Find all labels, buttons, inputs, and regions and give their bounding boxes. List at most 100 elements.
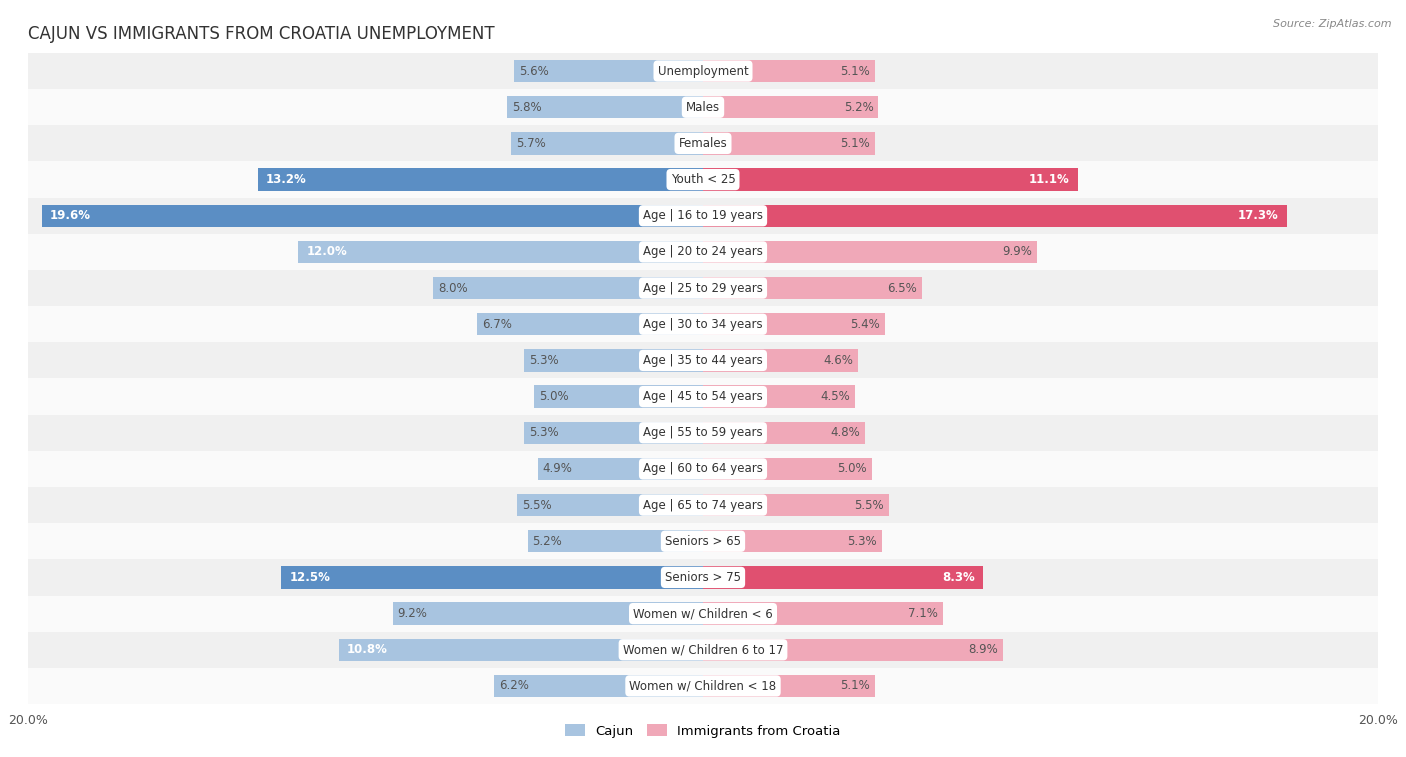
Text: 6.5%: 6.5% (887, 282, 917, 294)
Text: 19.6%: 19.6% (51, 209, 91, 223)
Text: Age | 25 to 29 years: Age | 25 to 29 years (643, 282, 763, 294)
Bar (257, 168, 703, 191)
Text: 5.2%: 5.2% (533, 534, 562, 548)
Text: 9.9%: 9.9% (1002, 245, 1032, 258)
Text: 5.0%: 5.0% (837, 463, 866, 475)
Text: 4.6%: 4.6% (824, 354, 853, 367)
Text: 8.3%: 8.3% (942, 571, 974, 584)
Bar (28, 668, 1378, 704)
Bar (537, 458, 703, 480)
Text: Age | 65 to 74 years: Age | 65 to 74 years (643, 499, 763, 512)
Text: 5.0%: 5.0% (540, 390, 569, 403)
Bar (28, 559, 1378, 596)
Bar (703, 674, 875, 697)
Text: 5.8%: 5.8% (512, 101, 541, 114)
Bar (510, 132, 703, 154)
Text: 10.8%: 10.8% (347, 643, 388, 656)
Bar (392, 603, 703, 625)
Legend: Cajun, Immigrants from Croatia: Cajun, Immigrants from Croatia (560, 719, 846, 743)
Text: 9.2%: 9.2% (398, 607, 427, 620)
Text: Age | 45 to 54 years: Age | 45 to 54 years (643, 390, 763, 403)
Text: 12.5%: 12.5% (290, 571, 330, 584)
Bar (508, 96, 703, 118)
Text: 11.1%: 11.1% (1028, 173, 1069, 186)
Bar (28, 523, 1378, 559)
Bar (28, 198, 1378, 234)
Bar (703, 132, 875, 154)
Bar (703, 60, 875, 83)
Text: Age | 16 to 19 years: Age | 16 to 19 years (643, 209, 763, 223)
Bar (298, 241, 703, 263)
Text: CAJUN VS IMMIGRANTS FROM CROATIA UNEMPLOYMENT: CAJUN VS IMMIGRANTS FROM CROATIA UNEMPLO… (28, 25, 495, 43)
Bar (477, 313, 703, 335)
Bar (28, 234, 1378, 270)
Text: Source: ZipAtlas.com: Source: ZipAtlas.com (1274, 19, 1392, 29)
Bar (517, 494, 703, 516)
Text: Women w/ Children 6 to 17: Women w/ Children 6 to 17 (623, 643, 783, 656)
Text: 5.3%: 5.3% (848, 534, 877, 548)
Bar (28, 126, 1378, 161)
Bar (703, 277, 922, 299)
Text: 8.9%: 8.9% (969, 643, 998, 656)
Bar (703, 168, 1077, 191)
Bar (703, 603, 942, 625)
Bar (28, 306, 1378, 342)
Text: 5.5%: 5.5% (853, 499, 883, 512)
Bar (524, 422, 703, 444)
Bar (527, 530, 703, 553)
Bar (703, 494, 889, 516)
Text: 5.3%: 5.3% (529, 426, 558, 439)
Bar (28, 89, 1378, 126)
Text: Age | 55 to 59 years: Age | 55 to 59 years (643, 426, 763, 439)
Text: 6.2%: 6.2% (499, 680, 529, 693)
Text: 5.5%: 5.5% (523, 499, 553, 512)
Text: Seniors > 65: Seniors > 65 (665, 534, 741, 548)
Bar (703, 96, 879, 118)
Bar (28, 487, 1378, 523)
Text: Age | 60 to 64 years: Age | 60 to 64 years (643, 463, 763, 475)
Bar (339, 639, 703, 661)
Text: 8.0%: 8.0% (439, 282, 468, 294)
Text: Age | 20 to 24 years: Age | 20 to 24 years (643, 245, 763, 258)
Bar (703, 241, 1038, 263)
Bar (28, 596, 1378, 631)
Text: 5.4%: 5.4% (851, 318, 880, 331)
Text: 12.0%: 12.0% (307, 245, 347, 258)
Text: Women w/ Children < 6: Women w/ Children < 6 (633, 607, 773, 620)
Bar (703, 385, 855, 408)
Text: 5.2%: 5.2% (844, 101, 873, 114)
Text: Females: Females (679, 137, 727, 150)
Text: Youth < 25: Youth < 25 (671, 173, 735, 186)
Bar (281, 566, 703, 589)
Bar (534, 385, 703, 408)
Bar (703, 349, 858, 372)
Bar (28, 451, 1378, 487)
Text: 5.6%: 5.6% (519, 64, 548, 77)
Text: Age | 35 to 44 years: Age | 35 to 44 years (643, 354, 763, 367)
Bar (433, 277, 703, 299)
Text: 13.2%: 13.2% (266, 173, 307, 186)
Bar (28, 378, 1378, 415)
Bar (703, 530, 882, 553)
Text: 4.8%: 4.8% (830, 426, 860, 439)
Bar (28, 415, 1378, 451)
Text: Unemployment: Unemployment (658, 64, 748, 77)
Bar (42, 204, 703, 227)
Bar (28, 270, 1378, 306)
Text: Women w/ Children < 18: Women w/ Children < 18 (630, 680, 776, 693)
Bar (703, 313, 886, 335)
Bar (28, 53, 1378, 89)
Bar (703, 639, 1004, 661)
Bar (515, 60, 703, 83)
Bar (524, 349, 703, 372)
Bar (703, 422, 865, 444)
Bar (28, 161, 1378, 198)
Bar (703, 204, 1286, 227)
Text: 17.3%: 17.3% (1237, 209, 1278, 223)
Bar (703, 566, 983, 589)
Text: Seniors > 75: Seniors > 75 (665, 571, 741, 584)
Text: 5.1%: 5.1% (841, 680, 870, 693)
Text: 5.1%: 5.1% (841, 137, 870, 150)
Bar (28, 342, 1378, 378)
Text: 4.9%: 4.9% (543, 463, 572, 475)
